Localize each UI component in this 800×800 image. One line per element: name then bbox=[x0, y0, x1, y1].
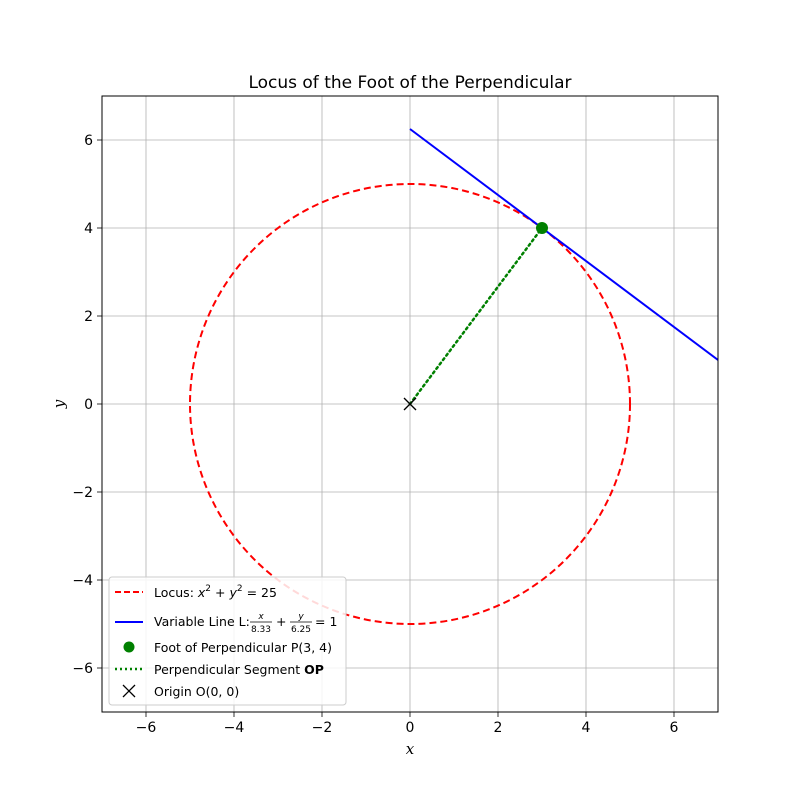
x-tick-label: 0 bbox=[406, 720, 415, 736]
svg-text:= 1: = 1 bbox=[315, 614, 337, 629]
perpendicular-segment bbox=[408, 226, 544, 406]
legend-swatch-origin bbox=[122, 684, 136, 698]
x-tick-label: −6 bbox=[136, 720, 157, 736]
y-tick-label: 6 bbox=[84, 133, 93, 149]
legend: Locus: x2 + y2 = 25 Variable Line L: x 8… bbox=[108, 576, 347, 706]
svg-text:+: + bbox=[276, 614, 286, 629]
x-axis-label: x bbox=[406, 740, 415, 758]
foot-point bbox=[536, 222, 548, 234]
plot-layer bbox=[189, 128, 718, 625]
x-tick-label: −4 bbox=[224, 720, 245, 736]
svg-text:6.25: 6.25 bbox=[291, 625, 311, 635]
y-tick-label: −2 bbox=[72, 485, 93, 501]
svg-text:8.33: 8.33 bbox=[251, 625, 271, 635]
legend-entry-line: Variable Line L: x 8.33 + y 6.25 = 1 bbox=[154, 612, 337, 635]
y-tick-label: 0 bbox=[84, 397, 93, 413]
origin-marker bbox=[403, 397, 417, 411]
legend-entry-foot: Foot of Perpendicular P(3, 4) bbox=[154, 640, 332, 655]
locus-circle bbox=[189, 183, 631, 625]
series-group bbox=[189, 128, 718, 625]
tick-layer: −6 −4 −2 0 2 4 6 −6 −4 −2 0 2 4 6 bbox=[72, 133, 678, 736]
chart-title: Locus of the Foot of the Perpendicular bbox=[248, 73, 571, 93]
legend-box bbox=[108, 576, 347, 706]
y-tick-label: 2 bbox=[84, 309, 93, 325]
x-tick-label: 2 bbox=[494, 720, 503, 736]
y-tick-label: −6 bbox=[72, 661, 93, 677]
svg-text:x: x bbox=[257, 612, 264, 622]
y-axis-label: y bbox=[50, 399, 68, 409]
x-tick-label: −2 bbox=[312, 720, 333, 736]
svg-text:y: y bbox=[297, 612, 304, 622]
variable-line bbox=[409, 128, 718, 361]
legend-entry-segment: Perpendicular Segment OP bbox=[154, 662, 324, 677]
legend-entry-locus: Locus: x2 + y2 = 25 bbox=[154, 584, 277, 600]
x-tick-label: 6 bbox=[670, 720, 679, 736]
y-tick-label: −4 bbox=[72, 573, 93, 589]
legend-entry-origin: Origin O(0, 0) bbox=[154, 684, 239, 699]
y-tick-label: 4 bbox=[84, 221, 93, 237]
legend-swatch-foot bbox=[123, 641, 135, 653]
svg-text:Variable Line L:: Variable Line L: bbox=[154, 614, 250, 629]
x-tick-label: 4 bbox=[582, 720, 591, 736]
